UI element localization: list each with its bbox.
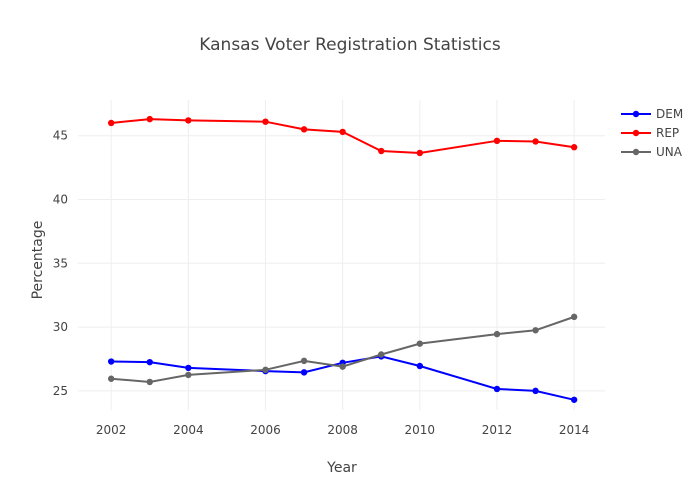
- y-tick-label: 25: [53, 384, 68, 398]
- x-tick-label: 2014: [559, 423, 590, 437]
- y-tick-label: 45: [53, 129, 68, 143]
- data-point-rep: [378, 147, 385, 155]
- x-tick-label: 2006: [250, 423, 281, 437]
- x-axis-label: Year: [326, 460, 357, 476]
- data-point-una: [378, 351, 385, 358]
- legend-marker-rep: [632, 129, 640, 137]
- data-point-una: [300, 357, 308, 365]
- data-point-una: [493, 330, 501, 338]
- data-point-dem: [416, 362, 424, 370]
- legend-label-rep: REP: [656, 126, 679, 140]
- data-point-rep: [146, 115, 153, 123]
- data-point-rep: [107, 119, 115, 127]
- x-tick-label: 2010: [405, 423, 436, 437]
- x-tick-label: 2008: [327, 423, 358, 437]
- data-point-rep: [493, 137, 501, 145]
- data-point-rep: [570, 144, 578, 151]
- chart-title: Kansas Voter Registration Statistics: [199, 35, 501, 55]
- data-point-una: [185, 371, 192, 379]
- y-axis-label: Percentage: [30, 221, 46, 300]
- data-point-rep: [532, 138, 539, 145]
- legend-label-una: UNA: [656, 145, 683, 159]
- y-tick-label: 40: [53, 193, 68, 207]
- data-point-una: [339, 363, 346, 370]
- data-point-una: [416, 340, 424, 347]
- data-point-dem: [570, 396, 578, 403]
- data-point-una: [262, 366, 269, 374]
- legend-label-dem: DEM: [656, 107, 683, 121]
- data-point-rep: [300, 126, 308, 133]
- data-point-una: [532, 327, 539, 334]
- data-point-rep: [416, 149, 424, 157]
- data-point-una: [146, 378, 153, 386]
- legend-marker-dem: [632, 110, 640, 118]
- data-point-una: [570, 313, 578, 321]
- x-tick-label: 2012: [482, 423, 513, 437]
- data-point-dem: [185, 364, 192, 372]
- x-tick-label: 2002: [96, 423, 127, 437]
- legend-marker-una: [632, 148, 640, 156]
- data-point-dem: [532, 387, 539, 395]
- x-tick-label: 2004: [173, 423, 204, 437]
- data-point-dem: [107, 358, 115, 365]
- data-point-rep: [185, 117, 192, 124]
- data-point-dem: [300, 369, 308, 376]
- data-point-dem: [146, 358, 153, 366]
- data-point-dem: [493, 385, 501, 393]
- data-point-rep: [339, 128, 346, 136]
- data-point-una: [107, 375, 115, 382]
- y-tick-label: 35: [53, 256, 68, 270]
- data-point-rep: [262, 118, 269, 125]
- y-tick-label: 30: [53, 320, 68, 334]
